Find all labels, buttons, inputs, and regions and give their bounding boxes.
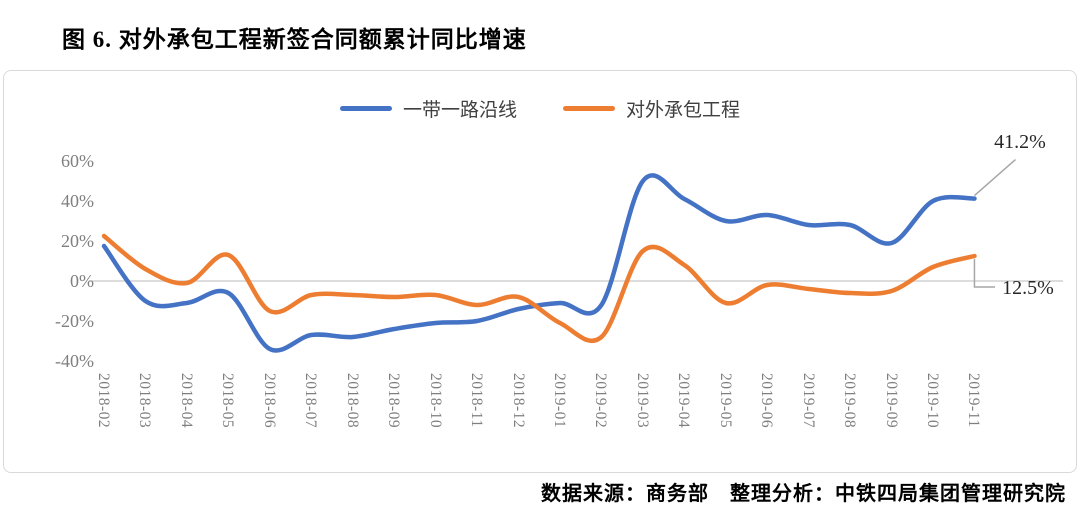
line-chart [89,159,1063,353]
x-axis-tick-label: 2018-03 [136,373,154,429]
x-axis-tick-label: 2018-05 [219,373,237,429]
x-axis-tick-label: 2019-04 [675,373,693,429]
series-line-foreign-contract [101,233,977,344]
x-axis-tick-label: 2018-08 [343,373,361,429]
series-line-belt-road [101,173,977,353]
x-axis-tick-label: 2018-11 [468,373,486,428]
source-note: 数据来源：商务部 整理分析：中铁四局集团管理研究院 [541,483,1066,505]
y-axis-tick-label: 60% [61,151,94,171]
y-axis-tick-label: 40% [61,191,94,211]
legend-line-blue-icon [339,106,392,111]
x-axis-tick-label: 2019-03 [633,373,651,429]
x-axis-tick-label: 2019-11 [965,373,983,428]
x-axis-tick-label: 2018-09 [385,373,403,429]
legend-item-foreign-contract: 对外承包工程 [563,95,740,122]
leader-line-blue [973,159,1016,197]
annotation-orange-endpoint: 12.5% [1002,277,1054,299]
chart-title: 图 6. 对外承包工程新签合同额累计同比增速 [62,27,527,52]
legend-label-foreign-contract: 对外承包工程 [626,100,741,121]
y-axis-tick-label: -20% [55,311,94,331]
x-axis-tick-label: 2019-02 [592,373,610,429]
x-axis-tick-label: 2019-10 [924,373,941,429]
x-axis-tick-label: 2018-04 [177,373,195,429]
x-axis-tick-label: 2019-08 [841,373,859,429]
x-axis-tick-label: 2019-07 [799,373,817,429]
x-axis-tick-label: 2019-09 [882,373,900,429]
x-axis-tick-label: 2018-06 [260,373,278,429]
x-axis-tick-label: 2019-05 [716,373,734,429]
x-axis-tick-label: 2019-06 [758,373,776,429]
x-axis-tick-label: 2018-10 [426,373,444,429]
legend-item-belt-road: 一带一路沿线 [339,95,517,122]
annotation-blue-endpoint: 41.2% [994,131,1046,153]
y-axis-tick-label: 0% [70,271,94,291]
x-axis-tick-label: 2018-07 [302,373,320,429]
y-axis-tick-label: 20% [61,231,94,251]
legend-label-belt-road: 一带一路沿线 [402,100,517,121]
y-axis-tick-label: -40% [55,351,94,371]
chart-panel: 一带一路沿线 对外承包工程 41.2% 12.5% 60% 40% 20% 0% -20… [3,70,1077,473]
x-axis-tick-label: 2018-12 [509,373,527,429]
leader-line-orange [973,259,995,288]
legend: 一带一路沿线 对外承包工程 [4,95,1076,122]
x-axis-tick-label: 2019-01 [550,373,568,429]
legend-line-orange-icon [563,106,615,111]
x-axis-tick-label: 2018-02 [95,373,112,429]
